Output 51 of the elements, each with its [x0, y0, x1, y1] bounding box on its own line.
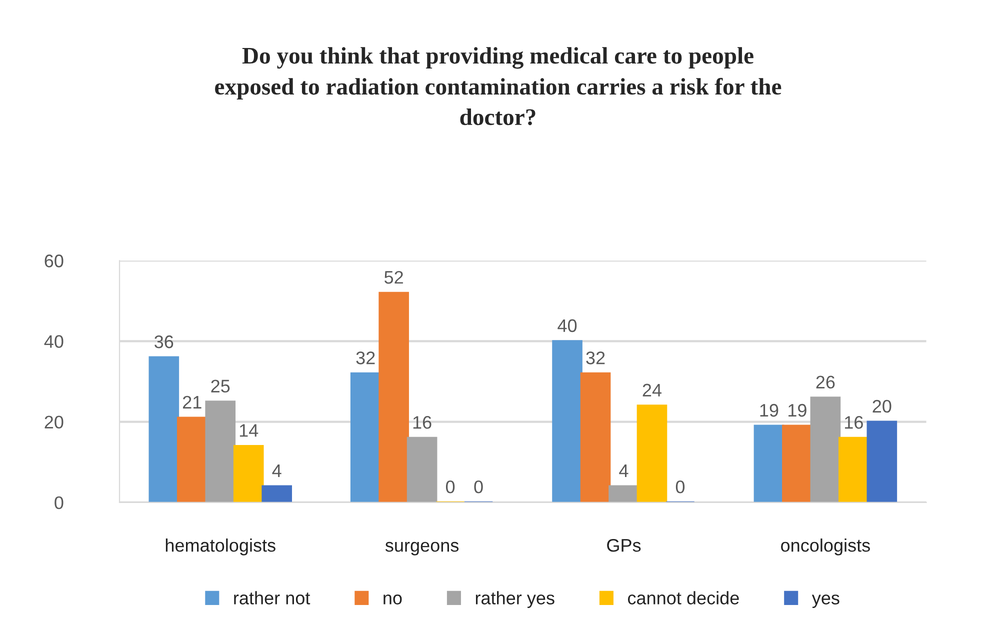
- legend-label: no: [384, 594, 402, 604]
- y-tick-label: 40: [44, 335, 64, 348]
- x-tick-label: oncologists: [781, 538, 870, 556]
- bar: [810, 396, 841, 502]
- x-tick-label: surgeons: [385, 542, 459, 556]
- bar: [754, 424, 784, 502]
- bar: [350, 372, 381, 502]
- data-label: 25: [211, 380, 230, 393]
- data-label: 0: [676, 480, 685, 494]
- data-label: 16: [845, 416, 863, 429]
- y-tick-label: 60: [44, 254, 64, 268]
- data-label: 36: [154, 335, 174, 348]
- bar: [176, 416, 208, 502]
- bar: [636, 404, 668, 502]
- bar: [205, 400, 236, 502]
- bar: [552, 340, 582, 502]
- data-label: 26: [816, 376, 835, 389]
- data-label: 14: [240, 424, 258, 437]
- bar: [406, 436, 438, 502]
- y-tick-label: 0: [54, 496, 64, 510]
- x-tick-label: GPs: [607, 538, 641, 552]
- data-label: 52: [384, 270, 403, 284]
- bar: [262, 485, 292, 502]
- bar: [866, 420, 898, 502]
- data-label: 16: [413, 416, 432, 429]
- x-tick-label: hematologists: [166, 538, 276, 556]
- bar: [233, 444, 264, 502]
- data-label: 32: [356, 352, 375, 364]
- bar: [580, 372, 611, 502]
- data-label: 4: [272, 464, 282, 477]
- data-label: 21: [182, 396, 202, 408]
- data-label: 19: [760, 404, 778, 417]
- legend-label: rather yes: [476, 591, 554, 608]
- bar: [782, 424, 812, 502]
- y-tick-label: 20: [44, 416, 64, 429]
- data-label: 0: [446, 480, 455, 494]
- bar: [608, 485, 639, 502]
- legend-label: rather not: [234, 591, 310, 604]
- bar: [148, 356, 180, 502]
- chart-title: Do you think that providing medical care to people exposed to radiation contamination carries a risk for the doctor?: [215, 47, 782, 126]
- data-label: 19: [788, 404, 806, 417]
- bar: [378, 292, 409, 502]
- data-label: 4: [619, 464, 628, 477]
- bar: [838, 436, 869, 502]
- data-label: 20: [872, 400, 892, 413]
- data-label: 24: [642, 384, 662, 396]
- data-label: 0: [474, 480, 483, 494]
- data-label: 32: [586, 352, 605, 364]
- legend-label: yes: [812, 594, 840, 608]
- legend-label: cannot decide: [628, 591, 739, 604]
- data-label: 40: [558, 319, 577, 332]
